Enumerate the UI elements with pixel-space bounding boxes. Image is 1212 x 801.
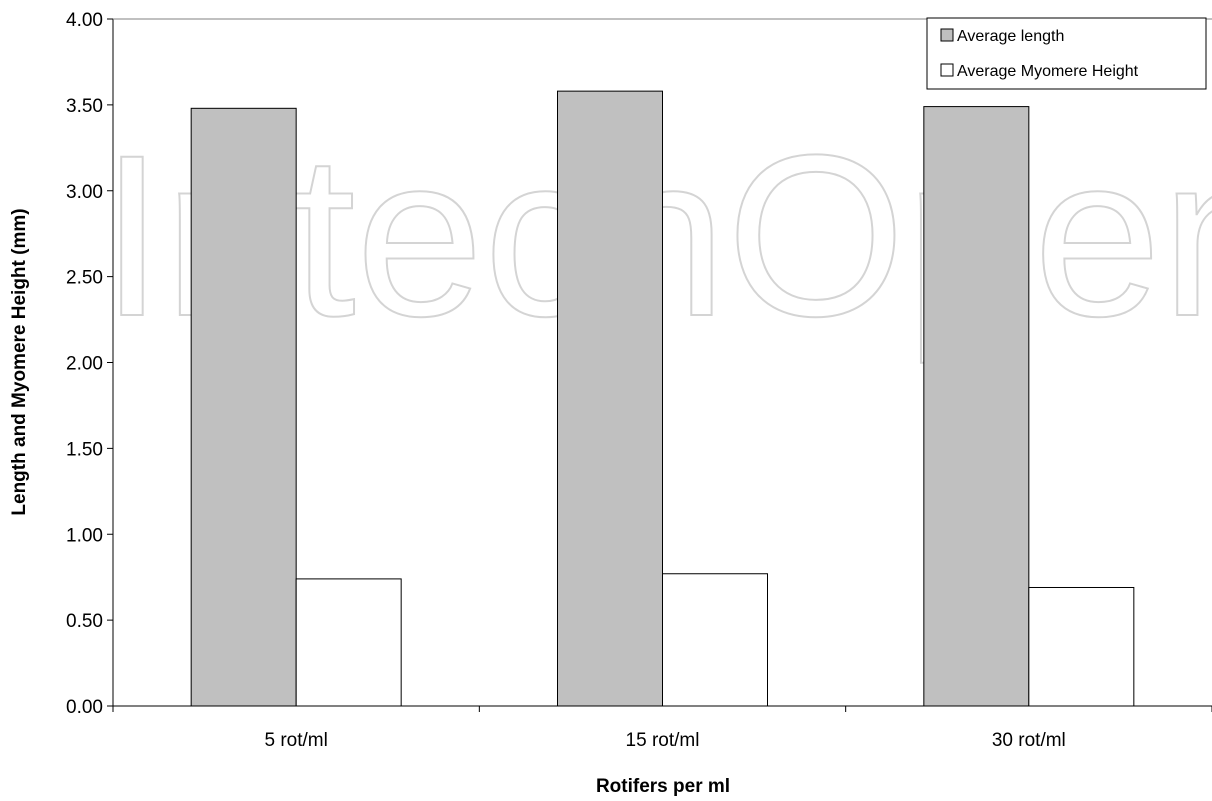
y-tick-label: 1.50 [66,439,103,460]
y-axis-title: Length and Myomere Height (mm) [9,208,30,515]
y-tick-label: 0.50 [66,611,103,632]
bars-group [190,90,1135,707]
y-tick-label: 1.00 [66,525,103,546]
y-tick-label: 2.00 [66,354,103,375]
y-tick-label: 4.00 [66,10,103,31]
bar-average-myomere-height [295,578,402,707]
legend-swatch-average-myomere-height [940,63,954,77]
y-tick-labels: 0.00 0.50 1.00 1.50 2.00 2.50 3.00 3.50 4.00 [66,10,103,718]
legend-label-average-length: Average length [957,28,1064,45]
bar-average-myomere-height [1028,586,1135,707]
x-tick-label: 5 rot/ml [264,730,327,751]
bar-average-length [557,90,663,707]
bar-average-myomere-height [662,573,768,707]
bar-average-length [923,106,1030,707]
legend-box [926,17,1207,90]
y-tick-label: 3.00 [66,182,103,203]
x-tick-label: 30 rot/ml [992,730,1066,751]
legend: Average length Average Myomere Height [926,17,1207,90]
y-tick-label: 3.50 [66,96,103,117]
x-tick-labels: 5 rot/ml 15 rot/ml 30 rot/ml [264,730,1065,751]
legend-label-average-myomere-height: Average Myomere Height [957,63,1139,80]
legend-swatch-average-length [940,28,954,42]
x-axis-title: Rotifers per ml [596,776,730,797]
axes-group [107,18,1212,712]
y-tick-label: 2.50 [66,268,103,289]
x-tick-label: 15 rot/ml [626,730,700,751]
y-tick-label: 0.00 [66,697,103,718]
bar-average-length [190,107,297,707]
